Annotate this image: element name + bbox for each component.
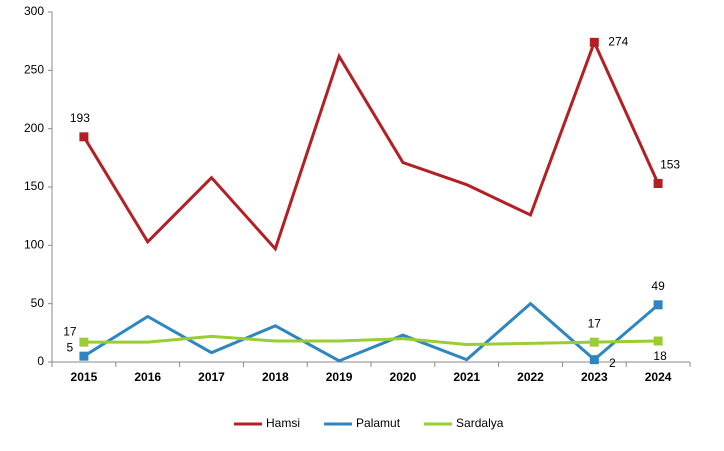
- x-tick-label: 2015: [71, 370, 98, 384]
- x-tick-label: 2017: [198, 370, 225, 384]
- legend-label: Palamut: [356, 416, 401, 430]
- x-tick-label: 2020: [390, 370, 417, 384]
- legend-label: Sardalya: [456, 416, 504, 430]
- data-label: 18: [653, 349, 667, 363]
- y-tick-label: 50: [31, 296, 45, 310]
- point-marker: [653, 300, 663, 310]
- data-label: 193: [70, 111, 90, 125]
- point-marker: [79, 337, 89, 347]
- point-marker: [653, 179, 663, 188]
- x-tick-label: 2021: [453, 370, 480, 384]
- series-line: [83, 334, 659, 347]
- y-tick-label: 300: [24, 4, 44, 18]
- data-label: 274: [608, 35, 628, 49]
- data-label: 49: [651, 279, 665, 293]
- data-label: 5: [67, 340, 74, 354]
- y-tick-label: 250: [24, 63, 44, 77]
- y-tick-label: 100: [24, 238, 44, 252]
- x-tick-label: 2023: [581, 370, 608, 384]
- data-label: 17: [588, 316, 602, 330]
- x-tick-label: 2016: [134, 370, 161, 384]
- data-label: 2: [609, 356, 616, 370]
- point-marker: [589, 37, 599, 47]
- point-marker: [589, 355, 599, 365]
- y-tick-label: 200: [24, 121, 44, 135]
- point-marker: [589, 337, 599, 347]
- data-label: 17: [63, 324, 77, 338]
- series-line: [83, 301, 660, 363]
- x-tick-label: 2024: [645, 370, 672, 384]
- y-tick-label: 150: [24, 179, 44, 193]
- x-tick-label: 2018: [262, 370, 289, 384]
- point-marker: [79, 132, 89, 142]
- legend-label: Hamsi: [266, 416, 300, 430]
- point-marker: [653, 336, 663, 346]
- series-line: [82, 38, 660, 252]
- point-marker: [79, 351, 89, 361]
- x-tick-label: 2019: [326, 370, 353, 384]
- data-label: 153: [660, 158, 680, 172]
- y-tick-label: 0: [37, 354, 44, 368]
- x-tick-label: 2022: [517, 370, 544, 384]
